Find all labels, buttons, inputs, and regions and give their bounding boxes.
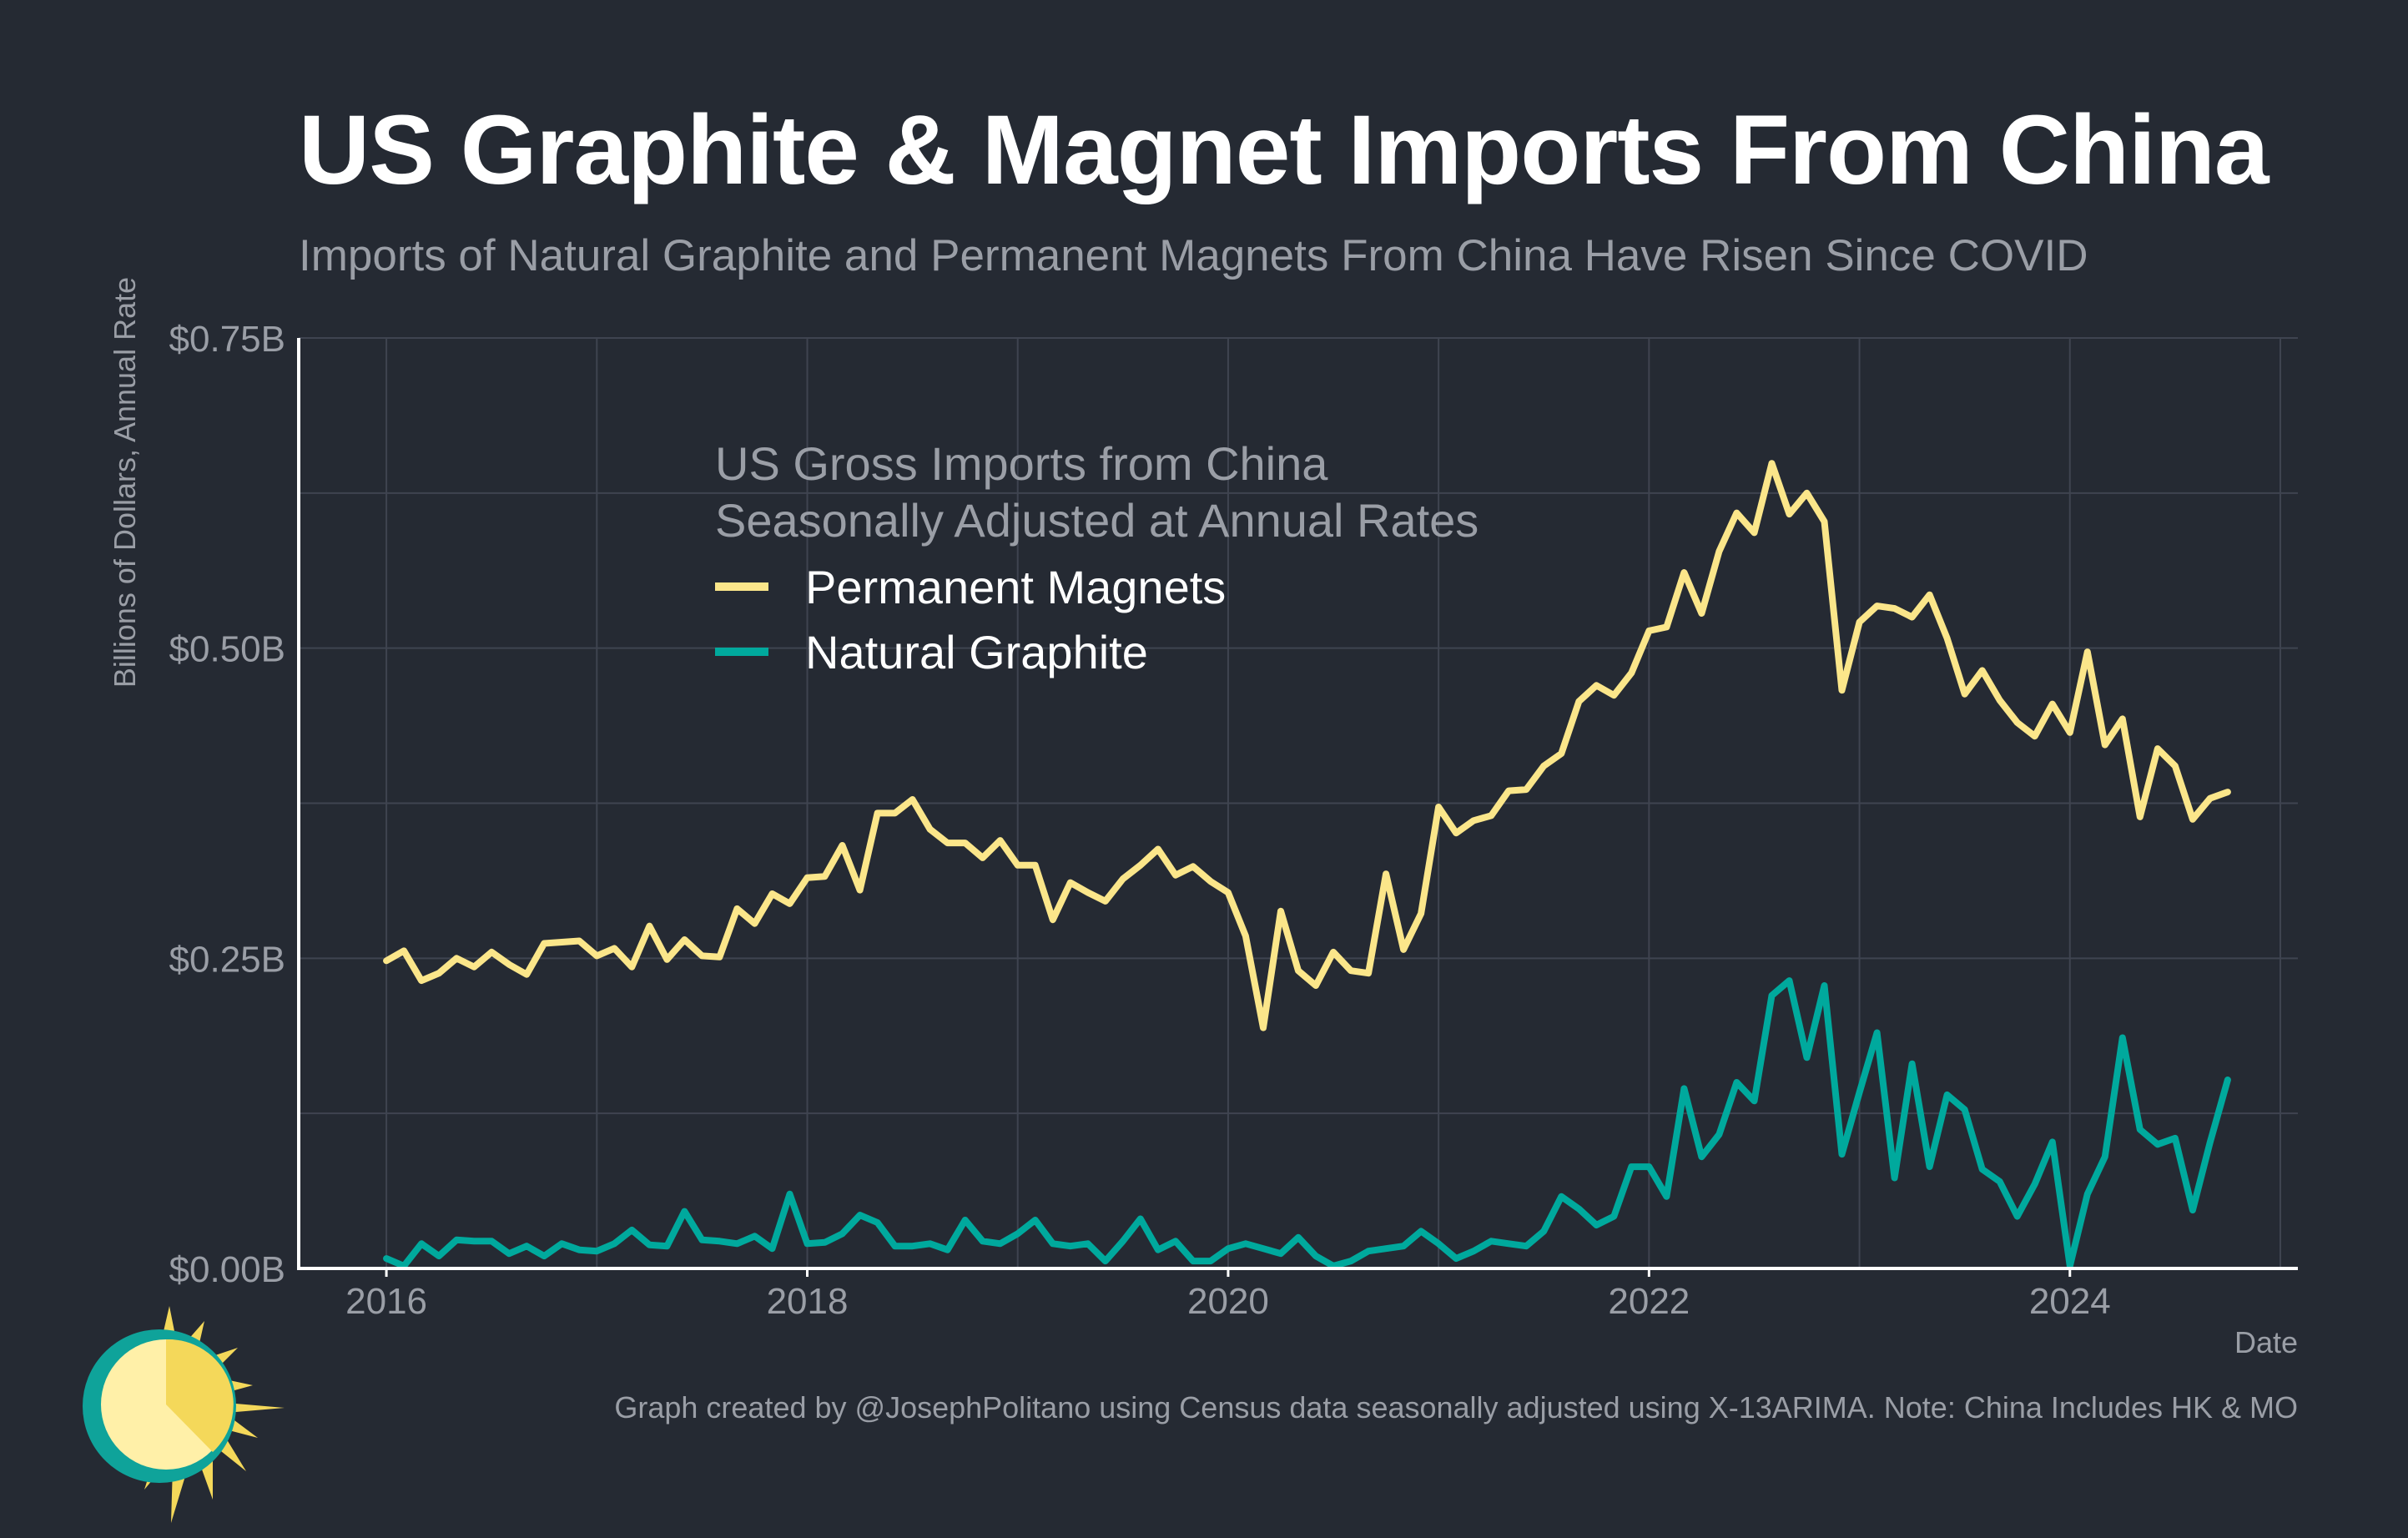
legend-label-magnets: Permanent Magnets [805, 560, 1227, 613]
legend-title-line2: Seasonally Adjusted at Annual Rates [715, 494, 1479, 547]
legend-title-line1: US Gross Imports from China [715, 437, 1328, 490]
x-tick-label: 2018 [767, 1281, 849, 1322]
legend-swatch-magnets [715, 582, 768, 591]
grid-lines [299, 337, 2298, 1269]
y-axis-label: Billions of Dollars, Annual Rate [108, 276, 142, 688]
legend-label-graphite: Natural Graphite [805, 625, 1148, 678]
legend: US Gross Imports from China Seasonally A… [715, 436, 1479, 684]
y-tick-labels: $0.00B $0.25B $0.50B $0.75B [169, 319, 285, 1290]
y-tick-label: $0.25B [169, 939, 285, 980]
y-tick-label: $0.50B [169, 629, 285, 670]
x-tick-labels: 2016 2018 2020 2022 2024 [345, 1268, 2111, 1322]
series-line-natural-graphite [383, 977, 2231, 1269]
x-tick-label: 2022 [1608, 1281, 1690, 1322]
source-caption: Graph created by @JosephPolitano using C… [614, 1390, 2298, 1425]
series-line-permanent-magnets [383, 460, 2231, 1031]
legend-item-graphite: Natural Graphite [715, 619, 1479, 684]
series-lines [383, 460, 2231, 1269]
x-tick-label: 2024 [2029, 1281, 2111, 1322]
x-tick-label: 2020 [1187, 1281, 1269, 1322]
x-tick-label: 2016 [345, 1281, 427, 1322]
y-tick-label: $0.00B [169, 1249, 285, 1290]
legend-swatch-graphite [715, 648, 768, 656]
legend-item-magnets: Permanent Magnets [715, 554, 1479, 619]
chart-subtitle: Imports of Natural Graphite and Permanen… [299, 231, 2088, 280]
sun-icon [83, 1306, 285, 1523]
chart-title: US Graphite & Magnet Imports From China [299, 95, 2269, 205]
y-tick-label: $0.75B [169, 319, 285, 360]
x-axis-label: Date [2234, 1325, 2298, 1359]
